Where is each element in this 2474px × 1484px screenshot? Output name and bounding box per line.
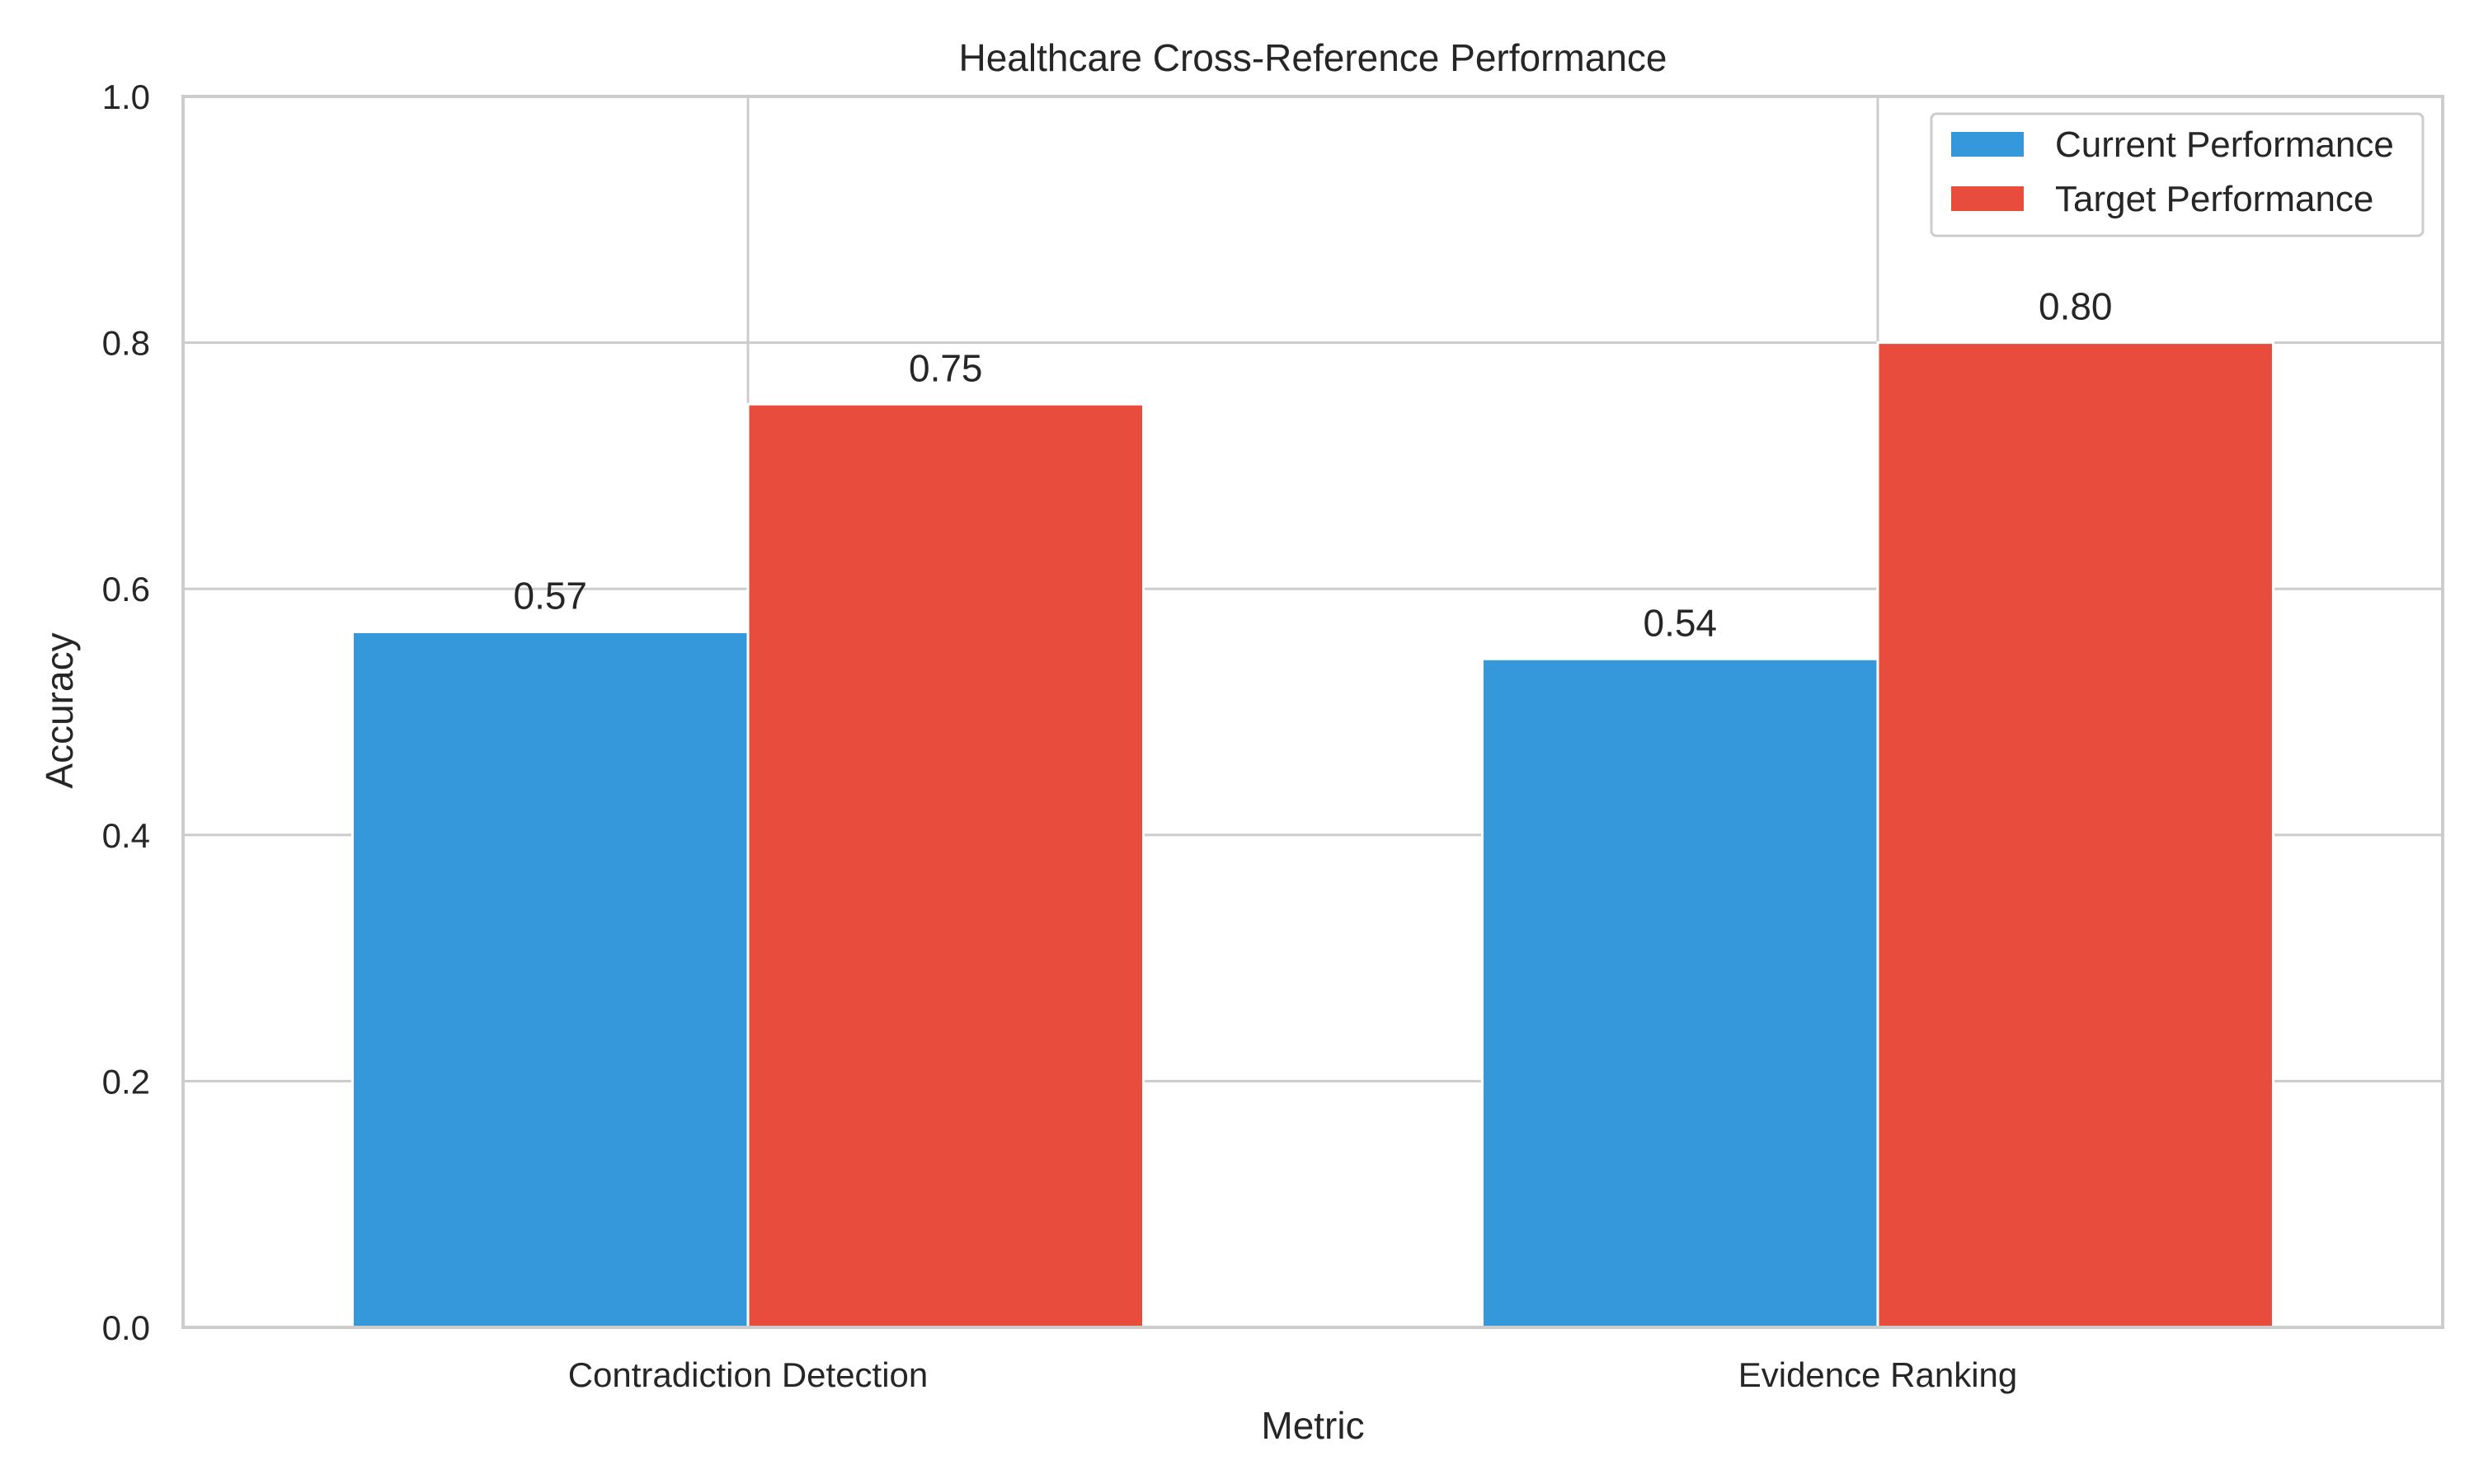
y-tick-label: 0.8 [102, 324, 150, 363]
value-label-1-1: 0.80 [2039, 285, 2113, 328]
bars [351, 341, 2274, 1329]
y-tick-label: 1.0 [102, 77, 150, 116]
y-tick-label: 0.6 [102, 570, 150, 608]
y-tick-label: 0.2 [102, 1062, 150, 1101]
x-axis-ticks: Contradiction Detection Evidence Ranking [568, 1355, 2018, 1394]
x-axis-label: Metric [1261, 1404, 1364, 1447]
value-label-0-0: 0.57 [513, 574, 587, 617]
y-axis-label: Accuracy [38, 632, 81, 788]
x-tick-label: Evidence Ranking [1738, 1355, 2018, 1394]
legend-label-current: Current Performance [2055, 124, 2394, 165]
value-label-0-1: 0.54 [1643, 601, 1717, 644]
value-label-1-0: 0.75 [909, 346, 983, 389]
y-tick-label: 0.0 [102, 1308, 150, 1347]
legend-swatch-current [1951, 132, 2024, 157]
y-axis-ticks: 0.0 0.2 0.4 0.6 0.8 1.0 [102, 77, 150, 1347]
legend: Current Performance Target Performance [1930, 112, 2425, 237]
legend-swatch-target [1951, 186, 2024, 211]
y-tick-label: 0.4 [102, 816, 150, 855]
chart-title: Healthcare Cross-Reference Performance [958, 36, 1667, 79]
legend-box [1930, 112, 2425, 237]
bar-1-0 [746, 402, 1145, 1329]
bar-1-1 [1876, 341, 2274, 1329]
bar-0-0 [351, 630, 750, 1329]
x-tick-label: Contradiction Detection [568, 1355, 929, 1394]
legend-label-target: Target Performance [2055, 179, 2373, 219]
bar-0-1 [1481, 657, 1879, 1329]
value-labels: 0.57 0.54 0.75 0.80 [513, 285, 2112, 645]
plot-frame [181, 95, 2444, 1329]
